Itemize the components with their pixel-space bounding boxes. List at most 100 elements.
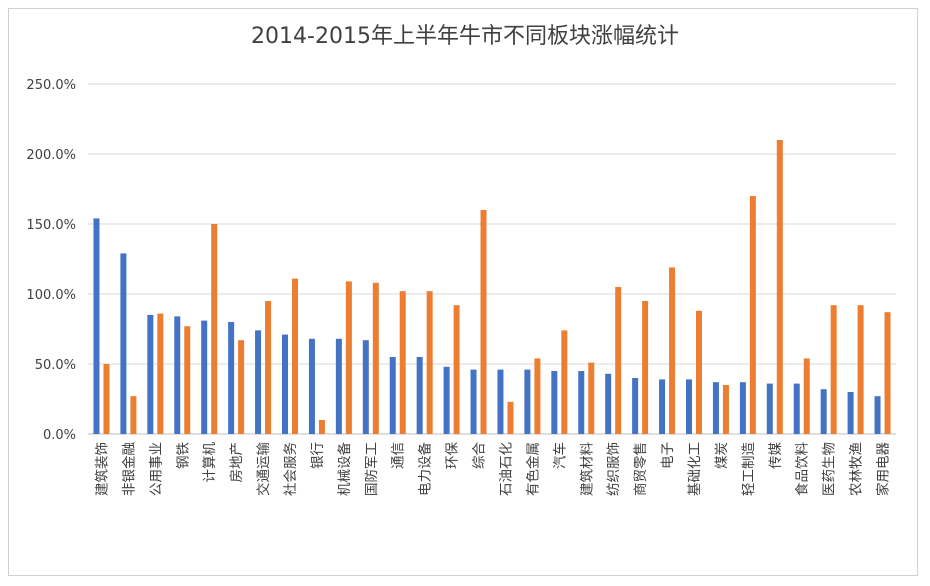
bar-series2-16 — [507, 401, 514, 434]
y-axis-ticks: 0.0% 50.0% 100.0% 150.0% 200.0% 250.0% — [26, 78, 76, 443]
bar-series1-24 — [712, 382, 719, 434]
bar-series2-21 — [642, 301, 649, 434]
bar-series1-21 — [632, 378, 639, 434]
x-tick-label: 电子 — [660, 442, 676, 469]
x-tick-label: 交通运输 — [255, 442, 272, 496]
bar-series2-23 — [696, 310, 702, 434]
x-tick-label: 汽车 — [551, 442, 568, 469]
bar-series2-20 — [615, 287, 622, 434]
bar-series1-25 — [739, 382, 746, 434]
bar-series2-22 — [669, 267, 676, 434]
bar-series2-9 — [318, 420, 325, 434]
x-tick-label: 煤炭 — [714, 442, 730, 469]
bar-series1-16 — [497, 369, 504, 434]
bar-series2-6 — [238, 340, 245, 434]
bar-series2-24 — [722, 385, 729, 434]
bar-series1-17 — [524, 369, 531, 434]
bar-series2-2 — [130, 396, 137, 434]
y-tick-label: 200.0% — [26, 148, 76, 163]
x-tick-label: 轻工制造 — [741, 442, 757, 496]
y-tick-label: 150.0% — [26, 218, 76, 233]
bar-series1-29 — [847, 392, 854, 434]
bar-series2-8 — [292, 278, 298, 434]
bar-series1-12 — [389, 357, 396, 434]
x-tick-label: 计算机 — [202, 442, 218, 483]
bar-series1-9 — [308, 338, 315, 434]
x-tick-label: 综合 — [472, 442, 488, 469]
bar-series1-8 — [282, 334, 288, 434]
bar-series1-28 — [820, 389, 827, 434]
bar-series2-28 — [830, 305, 837, 434]
bar-series2-13 — [426, 291, 433, 434]
bar-series1-22 — [659, 379, 666, 434]
bar-series1-3 — [147, 315, 154, 434]
bar-series2-30 — [884, 312, 891, 434]
x-tick-label: 石油石化 — [498, 442, 514, 496]
bar-series1-4 — [174, 316, 181, 434]
bar-series2-17 — [534, 358, 541, 434]
y-tick-label: 100.0% — [26, 288, 76, 303]
x-tick-label: 通信 — [391, 442, 407, 469]
bar-series2-15 — [480, 210, 487, 434]
bar-series1-15 — [470, 369, 477, 434]
x-tick-label: 农林牧渔 — [849, 442, 865, 496]
bar-series2-3 — [157, 313, 164, 434]
bar-series2-11 — [372, 282, 379, 434]
x-tick-label: 银行 — [310, 442, 326, 469]
x-tick-label: 商贸零售 — [633, 442, 649, 496]
bar-series1-10 — [335, 338, 342, 434]
x-tick-label: 家用电器 — [875, 442, 892, 496]
bar-series2-27 — [803, 358, 810, 434]
bar-series1-27 — [793, 383, 800, 434]
bar-series2-1 — [103, 364, 110, 434]
bar-series2-10 — [345, 281, 352, 434]
x-axis-ticks: 建筑装饰 非银金融 公用事业 钢铁 计算机 房地产 交通运输 社会服务 银行 机械设备 国防军工 通信… — [94, 442, 891, 496]
bar-series2-18 — [561, 330, 568, 434]
bar-series2-7 — [265, 301, 272, 434]
y-tick-label: 250.0% — [26, 78, 76, 93]
x-tick-label: 建筑装饰 — [94, 442, 110, 496]
x-tick-label: 基础化工 — [686, 442, 703, 496]
x-tick-label: 环保 — [445, 442, 461, 469]
bar-series1-11 — [362, 340, 369, 434]
bar-series1-1 — [93, 218, 100, 434]
x-tick-label: 传媒 — [768, 442, 784, 469]
bar-series1-30 — [874, 396, 881, 434]
bar-series1-6 — [228, 322, 235, 434]
gridlines — [88, 83, 896, 435]
x-tick-label: 非银金融 — [121, 442, 137, 496]
bar-series1-26 — [766, 383, 773, 434]
bar-series1-14 — [443, 366, 450, 434]
x-tick-label: 房地产 — [229, 442, 245, 483]
bar-series2-26 — [776, 140, 783, 434]
bar-series1-2 — [120, 253, 127, 434]
x-tick-label: 纺织服饰 — [606, 442, 622, 496]
x-tick-label: 有色金属 — [524, 442, 541, 496]
x-tick-label: 电力设备 — [417, 442, 434, 496]
bar-series1-18 — [551, 371, 558, 434]
bar-series1-5 — [201, 320, 208, 434]
x-tick-label: 钢铁 — [175, 442, 191, 469]
bar-series2-19 — [588, 362, 595, 434]
x-tick-label: 医药生物 — [822, 442, 838, 496]
x-tick-label: 公用事业 — [148, 442, 164, 496]
x-tick-label: 建筑材料 — [579, 442, 595, 496]
x-tick-label: 社会服务 — [283, 442, 299, 496]
bar-series1-19 — [578, 371, 585, 434]
bar-series2-5 — [211, 224, 218, 434]
bar-series2-25 — [749, 196, 756, 434]
bar-series1-7 — [255, 330, 262, 434]
bar-series2-14 — [453, 305, 460, 434]
bar-series2-29 — [857, 305, 864, 434]
chart-frame — [8, 8, 918, 576]
x-tick-label: 食品饮料 — [794, 442, 811, 496]
x-tick-label: 国防军工 — [364, 442, 380, 496]
x-tick-label: 机械设备 — [336, 442, 353, 496]
y-tick-label: 0.0% — [43, 428, 76, 443]
bars — [93, 140, 891, 434]
bar-series1-23 — [686, 379, 692, 434]
bar-series1-20 — [605, 373, 612, 434]
bar-series2-4 — [184, 326, 191, 434]
bar-series2-12 — [399, 291, 406, 434]
